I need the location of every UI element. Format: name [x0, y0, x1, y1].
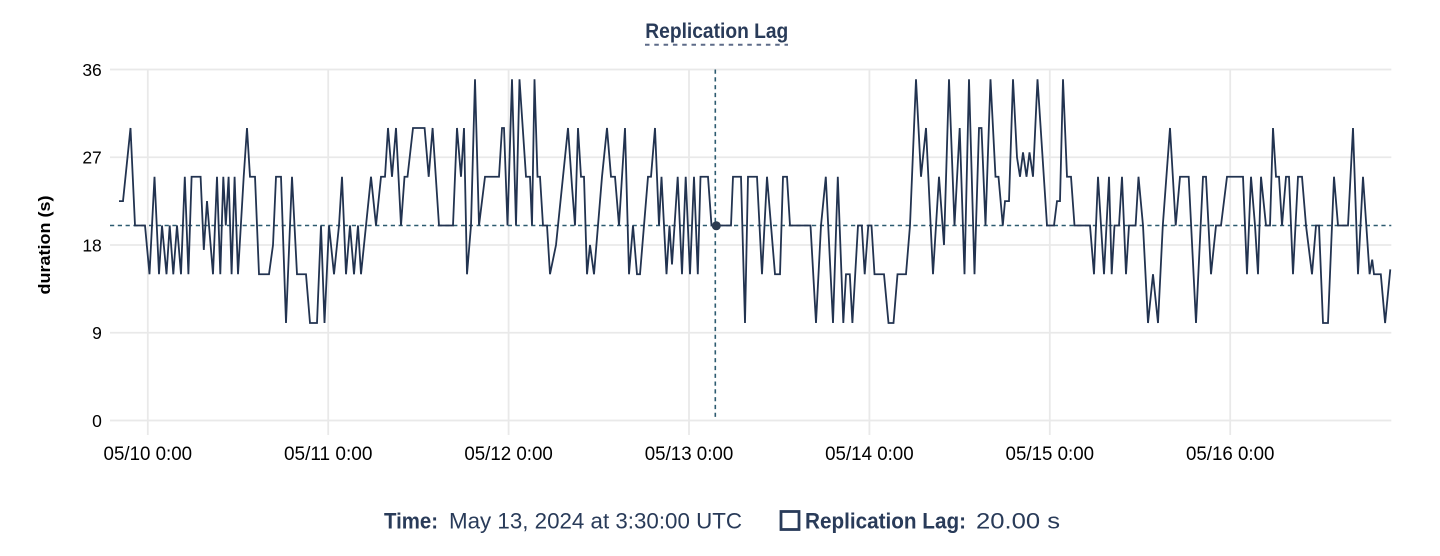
svg-text:20.00 s: 20.00 s: [976, 509, 1060, 534]
svg-text:05/13 0:00: 05/13 0:00: [645, 444, 734, 465]
svg-text:9: 9: [92, 323, 102, 343]
svg-text:May 13, 2024 at 3:30:00 UTC: May 13, 2024 at 3:30:00 UTC: [449, 509, 742, 534]
svg-text:05/10 0:00: 05/10 0:00: [104, 444, 193, 465]
svg-text:05/16 0:00: 05/16 0:00: [1186, 444, 1275, 465]
svg-text:27: 27: [82, 148, 101, 168]
svg-text:0: 0: [92, 411, 102, 431]
svg-text:05/11 0:00: 05/11 0:00: [284, 444, 373, 465]
svg-text:05/15 0:00: 05/15 0:00: [1006, 444, 1095, 465]
svg-text:36: 36: [82, 60, 101, 80]
svg-text:Replication Lag:: Replication Lag:: [805, 509, 966, 534]
svg-text:05/14 0:00: 05/14 0:00: [825, 444, 914, 465]
svg-text:05/12 0:00: 05/12 0:00: [464, 444, 553, 465]
svg-text:duration (s): duration (s): [35, 196, 54, 295]
svg-text:Time:: Time:: [384, 509, 438, 534]
svg-text:Replication Lag: Replication Lag: [645, 20, 788, 43]
svg-text:18: 18: [82, 235, 101, 255]
